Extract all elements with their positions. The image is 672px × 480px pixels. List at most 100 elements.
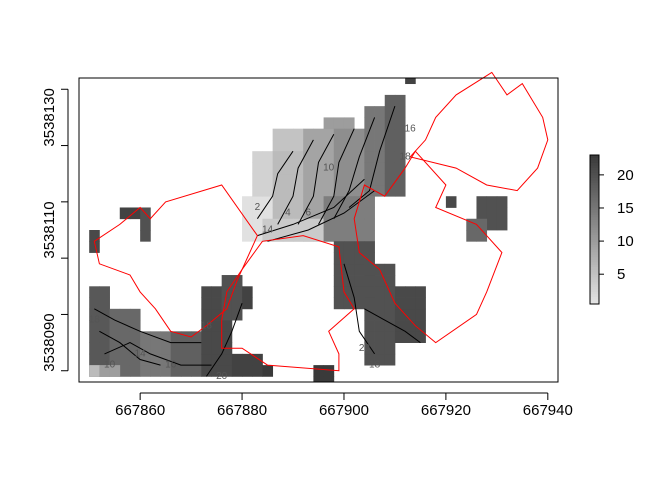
raster-cell: [384, 173, 396, 186]
raster-cell: [201, 342, 212, 355]
raster-cell: [242, 365, 253, 377]
raster-cell: [405, 308, 416, 321]
raster-cell: [293, 139, 304, 152]
raster-cell: [89, 353, 100, 366]
raster-cell: [364, 173, 375, 186]
raster-cell: [89, 331, 100, 343]
colorbar-step: [590, 236, 599, 240]
polygon-layer: [93, 71, 549, 372]
colorbar-step: [590, 259, 599, 263]
raster-cell: [180, 331, 192, 343]
contour-line: [297, 134, 335, 225]
raster-cell: [231, 286, 243, 298]
contour-label: 16: [405, 123, 417, 134]
raster-cell: [343, 196, 355, 208]
raster-cell: [262, 173, 274, 186]
colorbar-step: [590, 192, 599, 196]
colorbar-step: [590, 264, 599, 268]
contour-line: [99, 330, 161, 366]
colorbar-step: [590, 294, 599, 298]
raster-cell: [333, 128, 345, 141]
raster-cell: [293, 128, 304, 141]
raster-cell: [242, 218, 253, 231]
raster-cell: [119, 353, 131, 366]
raster-cell: [160, 342, 172, 355]
contour-line: [343, 263, 376, 355]
raster-cell: [374, 320, 386, 332]
raster-cell: [323, 173, 335, 186]
raster-cell: [476, 207, 488, 220]
raster-cell: [415, 331, 426, 343]
colorbar-step: [590, 271, 599, 275]
raster-cell: [293, 173, 304, 186]
raster-cell: [303, 173, 314, 186]
raster-cell: [99, 353, 110, 366]
raster-cell: [252, 184, 263, 197]
raster-cell: [364, 286, 375, 298]
raster-cell: [303, 184, 314, 197]
raster-cell: [343, 151, 355, 163]
raster-cell: [384, 117, 396, 130]
raster-cell: [272, 184, 284, 197]
raster-cell: [394, 162, 406, 175]
raster-cell: [343, 263, 355, 276]
raster-cell: [109, 320, 121, 332]
raster-cell: [394, 308, 406, 321]
raster-cell: [180, 342, 192, 355]
contour-label: 10: [323, 163, 335, 174]
raster-cell: [364, 342, 375, 355]
raster-cell: [333, 275, 345, 287]
raster-cell: [242, 353, 253, 366]
raster-cell: [99, 286, 110, 298]
raster-cell: [384, 162, 396, 175]
contour-label: 2: [255, 202, 261, 213]
colorbar-step: [590, 162, 599, 166]
contour-line: [257, 178, 365, 237]
raster-cell: [221, 353, 233, 366]
raster-cell: [354, 286, 365, 298]
raster-cell: [364, 162, 375, 175]
raster-cell: [262, 218, 274, 231]
raster-cell: [343, 241, 355, 253]
colorbar-step: [590, 234, 599, 238]
contour-label: 18: [89, 315, 101, 326]
raster-cell: [221, 275, 233, 287]
raster-cell: [364, 297, 375, 310]
raster-cell: [109, 308, 121, 321]
raster-cell: [394, 173, 406, 186]
colorbar-step: [590, 249, 599, 253]
raster-cell: [242, 196, 253, 208]
raster-cell: [221, 297, 233, 310]
raster-layer: [89, 78, 508, 382]
raster-cell: [415, 286, 426, 298]
contour-label: 20: [216, 371, 228, 382]
raster-cell: [364, 331, 375, 343]
raster-cell: [313, 173, 324, 186]
raster-cell: [89, 365, 100, 377]
raster-cell: [129, 365, 141, 377]
x-axis: 667860 667880 667900 667920 667940: [115, 392, 573, 419]
raster-cell: [252, 218, 263, 231]
raster-cell: [354, 275, 365, 287]
raster-cell: [129, 308, 141, 321]
raster-cell: [303, 162, 314, 175]
raster-cell: [354, 218, 365, 231]
raster-cell: [394, 151, 406, 163]
raster-cell: [262, 230, 274, 242]
raster-cell: [374, 275, 386, 287]
raster-cell: [354, 297, 365, 310]
raster-cell: [364, 207, 375, 220]
raster-cell: [323, 230, 335, 242]
colorbar-step: [590, 214, 599, 218]
colorbar-step: [590, 167, 599, 171]
raster-cell: [364, 308, 375, 321]
raster-cell: [476, 230, 488, 242]
colorbar-step: [590, 174, 599, 178]
boundary-polygon: [93, 184, 258, 338]
y-tick-label: 3538130: [41, 88, 58, 146]
raster-cell: [486, 207, 498, 220]
raster-cell: [119, 308, 131, 321]
raster-cell: [282, 196, 294, 208]
contour-label: 14: [135, 349, 147, 360]
raster-cell: [476, 196, 488, 208]
